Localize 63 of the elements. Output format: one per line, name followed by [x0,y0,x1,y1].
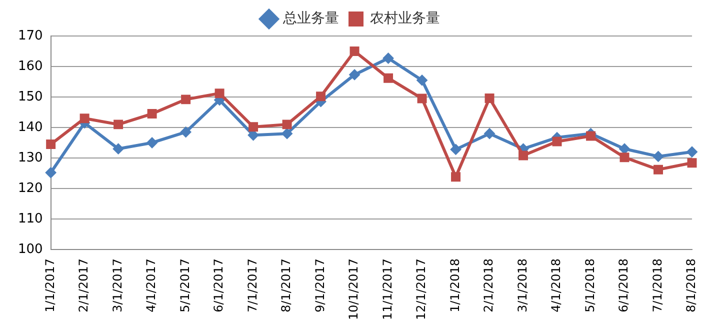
point [417,94,427,104]
x-tick-label: 7/1/2017 [245,258,260,312]
point [552,136,562,146]
x-tick-label: 2/1/2018 [482,258,496,312]
x-tick-label: 8/1/2018 [684,258,698,312]
x-tick-label: 12/1/2017 [414,258,428,320]
point [620,152,630,162]
point [282,128,293,140]
x-tick-label: 8/1/2017 [279,258,294,312]
point [382,52,394,64]
point [484,128,496,140]
x-tick-label: 10/1/2017 [346,258,361,320]
x-tick-label: 3/1/2017 [110,258,124,312]
legend-label: 农村业务量 [370,10,440,27]
point [518,150,528,160]
point [45,167,56,178]
y-tick-label: 140 [18,120,43,135]
point [586,131,596,141]
y-tick-label: 150 [18,89,43,104]
legend-label: 总业务量 [282,10,339,27]
point [316,92,326,102]
point [146,137,158,148]
point [114,120,124,130]
point [687,158,697,168]
y-tick-label: 100 [18,242,43,257]
y-tick-label: 130 [18,150,43,166]
x-tick-label: 1/1/2017 [42,258,57,312]
x-tick-label: 9/1/2017 [312,258,327,312]
x-tick-label: 11/1/2017 [380,258,394,320]
point [181,94,191,104]
y-tick-label: 110 [18,211,43,226]
point [147,109,157,119]
y-tick-label: 160 [18,58,43,74]
point [654,164,663,174]
x-tick-label: 3/1/2018 [515,258,530,312]
x-tick-label: 6/1/2018 [616,258,631,312]
point [214,88,224,98]
point [384,73,394,83]
x-tick-label: 4/1/2017 [144,258,158,312]
point [652,150,664,162]
point [112,143,124,154]
point [416,74,428,86]
point [349,69,360,80]
point [484,93,494,103]
point [46,140,56,150]
point [248,122,258,132]
point [350,46,360,56]
y-tick-label: 170 [18,28,43,44]
x-tick-label: 5/1/2018 [582,258,597,312]
point [686,146,698,158]
x-tick-label: 2/1/2017 [76,258,91,312]
point [80,114,90,124]
x-tick-label: 4/1/2018 [549,258,564,312]
point [282,120,292,130]
point [451,172,461,182]
x-tick-label: 6/1/2017 [212,258,226,312]
y-tick-label: 120 [18,180,43,196]
x-tick-label: 7/1/2018 [650,258,664,312]
point [180,126,192,138]
x-tick-label: 5/1/2017 [178,258,192,312]
x-tick-label: 1/1/2018 [448,258,462,312]
point [450,144,462,155]
point [619,143,630,154]
